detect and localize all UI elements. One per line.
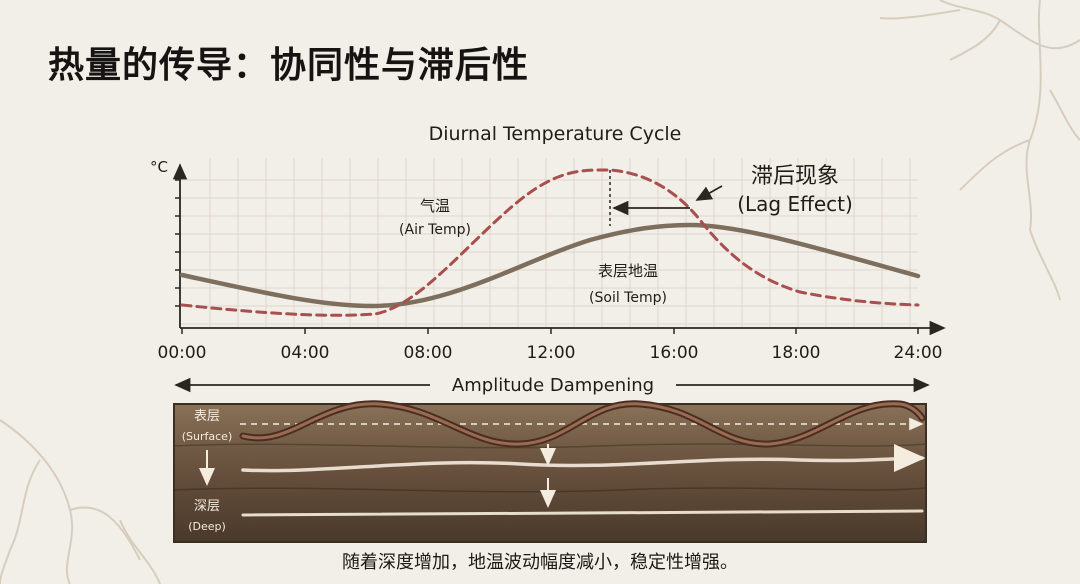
x-tick-label: 04:00 [281,343,330,363]
surface-label-cn: 表层 [194,409,220,424]
x-axis [180,320,946,336]
x-tick-label: 16:00 [650,343,699,363]
lag-label-en: (Lag Effect) [737,192,853,216]
x-tick-label: 12:00 [527,343,576,363]
soil-label-en: (Soil Temp) [589,290,667,306]
chart-grid [180,158,918,328]
x-tick-label: 00:00 [158,343,207,363]
deep-label-cn: 深层 [194,499,220,514]
x-tick-label: 18:00 [772,343,821,363]
root-decoration-bottom-left [0,419,161,584]
root-decoration-top-right [879,0,1080,301]
x-tick-label: 24:00 [894,343,943,363]
air-label-en: (Air Temp) [399,222,471,238]
x-tick-label: 08:00 [404,343,453,363]
soil-label-cn: 表层地温 [598,262,658,280]
x-tick-labels: 00:00 04:00 08:00 12:00 16:00 18:00 24:00 [158,343,943,363]
y-axis-label: °C [150,158,168,176]
air-label-cn: 气温 [420,197,450,215]
chart-title: Diurnal Temperature Cycle [429,123,682,145]
deep-label-en: (Deep) [188,520,226,533]
air-temp-line [180,168,920,317]
soil-temp-line [179,222,921,309]
bottom-caption: 随着深度增加，地温波动幅度减小，稳定性增强。 [342,552,738,573]
lag-pointer [695,185,723,201]
soil-section [173,400,927,543]
y-axis [172,163,188,328]
amplitude-label: Amplitude Dampening [452,375,654,396]
surface-label-en: (Surface) [182,430,233,443]
page-title: 热量的传导：协同性与滞后性 [48,45,530,86]
lag-label-cn: 滞后现象 [751,164,839,189]
